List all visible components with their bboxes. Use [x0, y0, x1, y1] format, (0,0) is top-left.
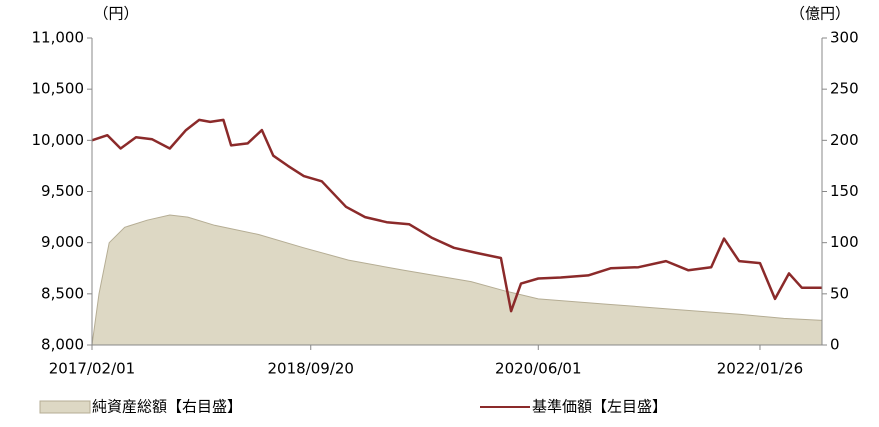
x-tick-label: 2020/06/01 [495, 360, 581, 378]
y-tick-label: 9,500 [41, 182, 84, 200]
y2-tick-label: 200 [830, 131, 859, 149]
y2-tick-label: 50 [830, 284, 849, 302]
y2-tick-label: 250 [830, 80, 859, 98]
legend-swatch [39, 400, 91, 414]
area [91, 214, 823, 346]
x-tick-label: 2022/01/26 [717, 360, 803, 378]
x-tick-label: 2017/02/01 [49, 360, 135, 378]
y2-tick-label: 150 [830, 182, 859, 200]
y-tick-label: 11,000 [32, 29, 85, 47]
y2-unit-label: （億円） [790, 5, 850, 23]
y2-tick-label: 100 [830, 233, 859, 251]
y2-tick-label: 300 [830, 29, 859, 47]
y-tick-label: 8,000 [41, 336, 84, 354]
y-tick-label: 10,000 [32, 131, 85, 149]
y2-tick-label: 0 [830, 336, 840, 354]
legend-label: 基準価額【左目盛】 [532, 398, 667, 416]
y-tick-label: 10,500 [32, 80, 85, 98]
y-unit-label: （円） [93, 5, 138, 23]
line [91, 118, 822, 313]
legend-label: 純資産総額【右目盛】 [92, 398, 242, 416]
x-tick-label: 2018/09/20 [268, 360, 354, 378]
y-tick-label: 9,000 [41, 233, 84, 251]
y-tick-label: 8,500 [41, 284, 84, 302]
